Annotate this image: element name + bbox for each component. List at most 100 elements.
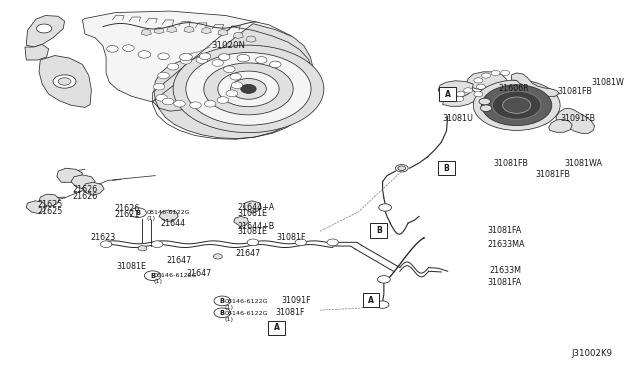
Circle shape bbox=[396, 164, 408, 172]
Circle shape bbox=[474, 92, 483, 97]
Polygon shape bbox=[25, 44, 49, 60]
Text: 31081FB: 31081FB bbox=[493, 159, 529, 168]
Circle shape bbox=[230, 78, 266, 99]
Circle shape bbox=[100, 241, 112, 247]
Polygon shape bbox=[246, 36, 256, 42]
Text: 21647: 21647 bbox=[186, 269, 211, 278]
Circle shape bbox=[474, 78, 483, 83]
Circle shape bbox=[158, 72, 170, 79]
Text: 08146-6122G
(1): 08146-6122G (1) bbox=[224, 299, 268, 310]
Circle shape bbox=[156, 94, 168, 101]
Text: 21626: 21626 bbox=[115, 204, 140, 213]
Text: J31002K9: J31002K9 bbox=[572, 349, 612, 358]
Text: 31081E: 31081E bbox=[237, 227, 267, 236]
Circle shape bbox=[378, 276, 390, 283]
Polygon shape bbox=[218, 29, 228, 36]
Polygon shape bbox=[26, 16, 65, 47]
Circle shape bbox=[158, 53, 170, 60]
Circle shape bbox=[456, 92, 465, 97]
Text: 21647: 21647 bbox=[236, 249, 261, 258]
Circle shape bbox=[179, 53, 192, 61]
Circle shape bbox=[138, 51, 151, 58]
Text: 21625: 21625 bbox=[38, 200, 63, 209]
Circle shape bbox=[204, 100, 216, 107]
Text: 31081E: 31081E bbox=[237, 209, 267, 218]
Text: 31081FA: 31081FA bbox=[487, 226, 522, 235]
Circle shape bbox=[163, 98, 173, 105]
Circle shape bbox=[491, 70, 500, 76]
Circle shape bbox=[480, 105, 492, 112]
Text: 31020N: 31020N bbox=[211, 41, 245, 51]
Text: 21626: 21626 bbox=[72, 192, 97, 201]
Text: B: B bbox=[444, 164, 449, 173]
Circle shape bbox=[500, 70, 509, 76]
FancyBboxPatch shape bbox=[440, 87, 456, 101]
Polygon shape bbox=[438, 81, 473, 98]
Circle shape bbox=[173, 45, 324, 133]
Circle shape bbox=[464, 88, 472, 93]
Polygon shape bbox=[83, 11, 298, 104]
Text: 08146-6122G
(1): 08146-6122G (1) bbox=[224, 311, 268, 322]
Circle shape bbox=[455, 96, 464, 102]
Circle shape bbox=[230, 73, 241, 80]
Text: B: B bbox=[150, 273, 155, 279]
Circle shape bbox=[214, 308, 230, 318]
Text: 31091F: 31091F bbox=[282, 296, 311, 305]
Polygon shape bbox=[153, 24, 315, 138]
Polygon shape bbox=[201, 28, 211, 34]
Circle shape bbox=[152, 241, 163, 247]
Circle shape bbox=[196, 57, 207, 63]
Text: 21644+B: 21644+B bbox=[237, 221, 274, 231]
Circle shape bbox=[218, 71, 279, 107]
Circle shape bbox=[199, 53, 211, 60]
Polygon shape bbox=[141, 29, 152, 36]
Text: 31081WA: 31081WA bbox=[564, 159, 602, 168]
Polygon shape bbox=[39, 55, 92, 108]
Polygon shape bbox=[159, 210, 178, 222]
Text: 31081F: 31081F bbox=[275, 308, 305, 317]
Circle shape bbox=[212, 60, 223, 66]
Text: 21633MA: 21633MA bbox=[487, 240, 525, 249]
Circle shape bbox=[269, 61, 281, 68]
Circle shape bbox=[481, 73, 490, 78]
Text: B: B bbox=[220, 310, 225, 316]
Circle shape bbox=[138, 246, 147, 251]
Circle shape bbox=[186, 52, 311, 125]
Circle shape bbox=[398, 166, 406, 170]
FancyBboxPatch shape bbox=[438, 161, 455, 175]
Text: B: B bbox=[220, 298, 225, 304]
Text: 21644: 21644 bbox=[161, 219, 186, 228]
Circle shape bbox=[241, 84, 256, 93]
Text: 21644+A: 21644+A bbox=[237, 203, 274, 212]
Circle shape bbox=[479, 98, 490, 105]
Text: A: A bbox=[368, 296, 374, 305]
Circle shape bbox=[145, 271, 161, 280]
Circle shape bbox=[473, 80, 560, 131]
Polygon shape bbox=[154, 28, 164, 34]
Circle shape bbox=[123, 45, 134, 51]
Polygon shape bbox=[57, 168, 83, 182]
Text: 21647: 21647 bbox=[167, 256, 192, 264]
Circle shape bbox=[247, 239, 259, 246]
Circle shape bbox=[168, 63, 179, 70]
Text: A: A bbox=[274, 323, 280, 332]
Circle shape bbox=[231, 82, 243, 89]
Circle shape bbox=[502, 97, 531, 113]
Circle shape bbox=[107, 45, 118, 52]
Text: 31081FB: 31081FB bbox=[536, 170, 571, 179]
Circle shape bbox=[295, 239, 307, 246]
Text: 31081U: 31081U bbox=[443, 114, 474, 123]
Circle shape bbox=[237, 54, 250, 62]
Polygon shape bbox=[548, 119, 572, 132]
Polygon shape bbox=[443, 89, 478, 106]
Text: 21633M: 21633M bbox=[489, 266, 521, 275]
Circle shape bbox=[53, 75, 76, 88]
Circle shape bbox=[154, 83, 165, 90]
Text: 08146-6122G
(1): 08146-6122G (1) bbox=[147, 210, 190, 221]
Polygon shape bbox=[184, 26, 194, 33]
FancyBboxPatch shape bbox=[268, 321, 285, 335]
Circle shape bbox=[218, 54, 230, 60]
Text: 31081FA: 31081FA bbox=[487, 278, 522, 287]
Circle shape bbox=[204, 63, 293, 115]
Polygon shape bbox=[234, 217, 248, 227]
